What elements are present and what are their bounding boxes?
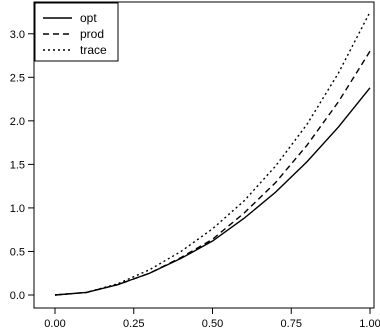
x-tick-label: 0.75 [281,318,302,330]
y-tick-label: 2.0 [10,116,25,128]
legend-box [34,2,119,62]
plot-frame [33,1,375,309]
axes: 0.00 0.25 0.50 0.75 1.00 0.0 0.5 1.0 1.5 2.0 2.5 3.… [10,29,380,330]
series-lines [54,11,371,296]
x-tick-label: 1.00 [359,318,380,330]
legend-label-trace: trace [80,43,107,57]
y-tick-label: 2.5 [10,72,25,84]
legend: opt prod trace [34,2,119,62]
y-tick-label: 1.0 [10,203,25,215]
y-tick-label: 0.5 [10,246,25,258]
legend-label-opt: opt [80,11,97,25]
y-tick-label: 3.0 [10,29,25,41]
x-tick-label: 0.00 [44,318,65,330]
series-line-prod [54,50,371,296]
series-line-trace [54,11,371,296]
y-tick-label: 1.5 [10,159,25,171]
x-tick-label: 0.50 [202,318,223,330]
x-tick-label: 0.25 [123,318,144,330]
series-line-opt [54,87,371,296]
y-tick-label: 0.0 [10,290,25,302]
legend-label-prod: prod [80,27,104,41]
